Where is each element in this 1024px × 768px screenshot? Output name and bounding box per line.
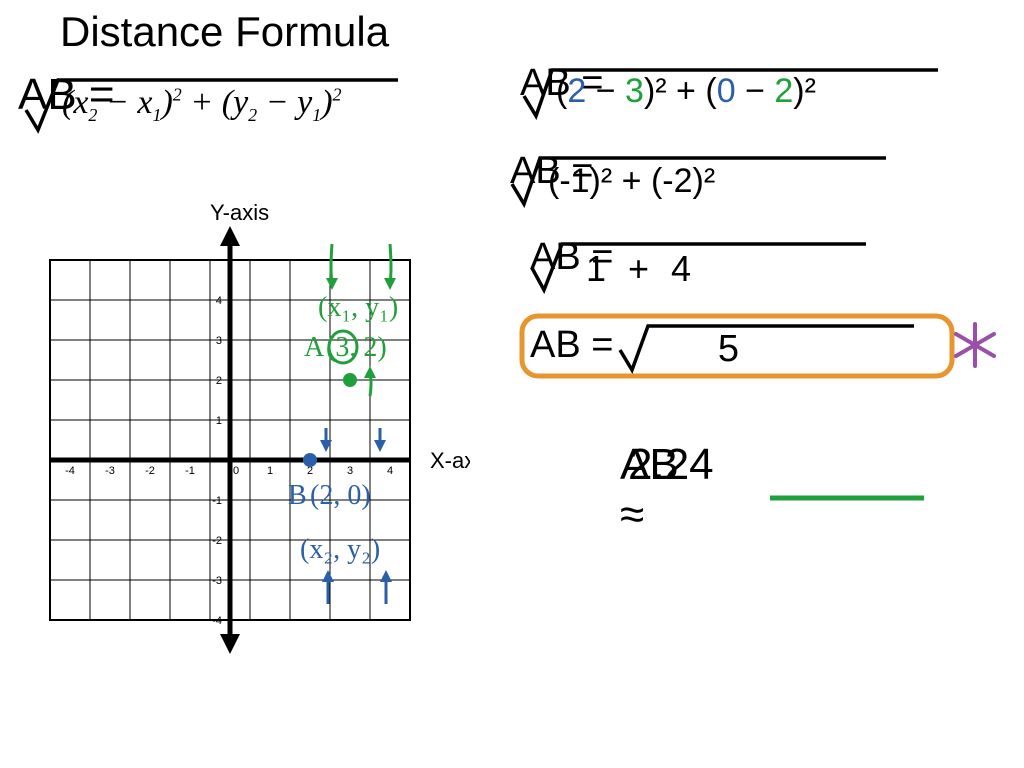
tick-label: -4: [212, 615, 222, 627]
work2-inside: (-1)² + (-2)²: [548, 162, 715, 201]
svg-text:(2, 0): (2, 0): [310, 480, 371, 511]
tick-label: 3: [216, 335, 222, 347]
svg-text:B: B: [288, 480, 307, 511]
point-a-marker: [343, 373, 357, 387]
tick-label: -3: [105, 465, 115, 477]
tick-label: 0: [233, 465, 239, 477]
tick-label: -3: [212, 575, 222, 587]
minus: −: [745, 72, 765, 110]
tick-label: -4: [65, 465, 75, 477]
star-icon: [950, 320, 1000, 370]
formula-block: AB = (x2 − x1)2 + (y2 − y1)2: [18, 70, 402, 145]
y2-val: 0: [717, 72, 736, 110]
coordinate-graph: Y-axis X-axis: [30, 200, 470, 725]
paren: (: [556, 72, 567, 110]
y-axis-label: Y-axis: [210, 200, 269, 225]
plus: +: [676, 72, 696, 110]
work-line-2: AB = (-1)² + (-2)²: [510, 150, 890, 219]
x1-val: 3: [625, 72, 644, 110]
minus: −: [596, 72, 616, 110]
tick-label: 1: [267, 465, 273, 477]
work-line-3: AB = 1 + 4: [530, 236, 870, 305]
tick-label: -2: [212, 535, 222, 547]
x2-val: 2: [567, 72, 586, 110]
work4-inside: 5: [718, 328, 739, 371]
formula-radical: (x2 − x1)2 + (y2 − y1)2: [22, 70, 402, 145]
work4-lhs: AB =: [530, 324, 613, 366]
tick-label: -1: [212, 495, 222, 507]
title: Distance Formula: [60, 8, 389, 56]
tick-label: -2: [145, 465, 155, 477]
svg-text:A: A: [304, 332, 325, 363]
point-b-annotations: B (2, 0) (x₂, y₂): [288, 428, 392, 604]
work-line-1: AB = (2 − 3)² + (0 − 2)²: [520, 62, 942, 131]
answer-value: 2.24: [628, 440, 714, 490]
x-axis-label: X-axis: [430, 448, 470, 473]
paren: (: [705, 72, 716, 110]
work-line-4: AB = 5: [530, 320, 918, 385]
sq: )²: [644, 72, 667, 110]
svg-text:(x₂, y₂): (x₂, y₂): [300, 534, 380, 565]
tick-label: 3: [347, 465, 353, 477]
work3-inside: 1 + 4: [586, 248, 697, 290]
svg-text:(x₁, y₁): (x₁, y₁): [318, 292, 398, 323]
arrow-up-icon: [220, 226, 240, 246]
tick-label: 2: [216, 375, 222, 387]
sqrt-icon: [618, 320, 918, 380]
point-b-marker: [303, 453, 317, 467]
tick-label: -1: [185, 465, 195, 477]
formula-rhs: (x2 − x1)2 + (y2 − y1)2: [62, 84, 342, 126]
sq: )²: [793, 72, 816, 110]
tick-label: 4: [387, 465, 393, 477]
tick-label: 1: [216, 415, 222, 427]
underline: [768, 492, 928, 506]
y1-val: 2: [774, 72, 793, 110]
arrow-down-icon: [220, 634, 240, 654]
tick-label: 4: [216, 295, 222, 307]
sqrt-icon: [530, 236, 870, 300]
